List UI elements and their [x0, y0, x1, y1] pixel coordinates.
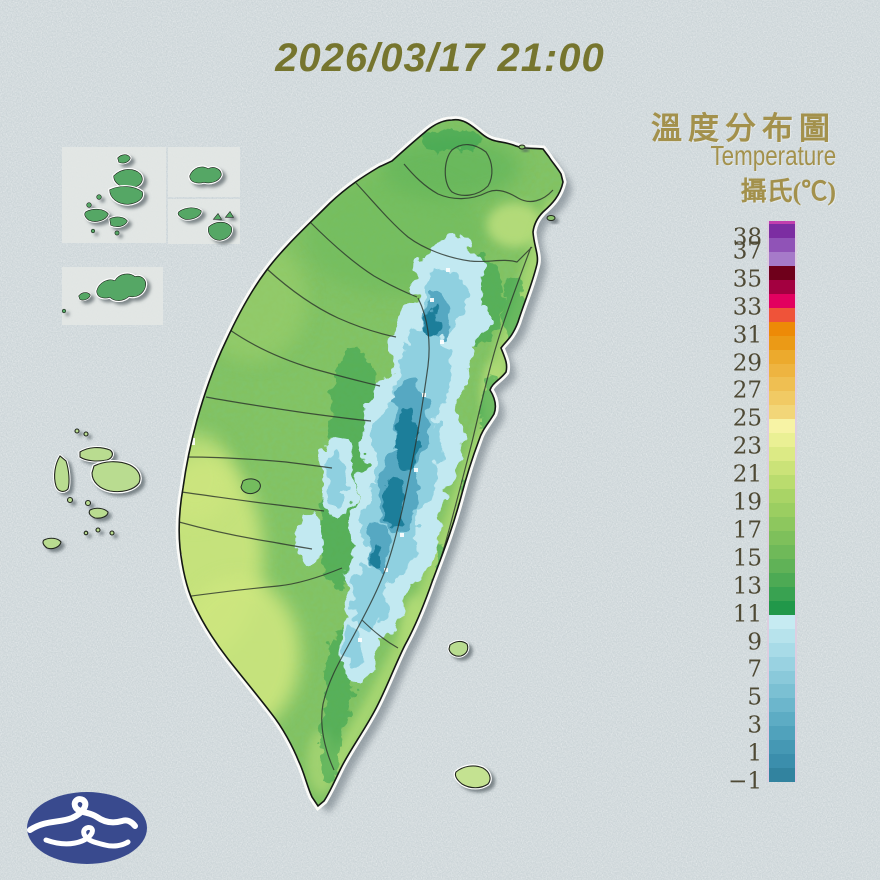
colorbar-tick-label: 27: [732, 377, 762, 404]
colorbar-segment: [769, 684, 795, 699]
cloud-swirl-icon: [27, 796, 138, 849]
colorbar-tick-label: −1: [728, 768, 762, 795]
green-island: [447, 639, 470, 658]
colorbar-segment: [769, 600, 795, 615]
colorbar-tick-label: 29: [732, 349, 762, 376]
colorbar-tick-label: 13: [732, 573, 762, 600]
colorbar-segment: [769, 712, 795, 727]
colorbar-tick-label: 31: [732, 322, 762, 349]
colorbar-tick-label: 9: [747, 628, 762, 655]
colorbar-segment: [769, 530, 795, 545]
colorbar-segment: [769, 614, 795, 629]
central-mountain-range: [298, 234, 490, 680]
colorbar-segment: [769, 461, 795, 476]
colorbar-segment: [769, 321, 795, 336]
colorbar-segment: [769, 279, 795, 294]
colorbar-tick-label: 35: [732, 266, 762, 293]
colorbar-segment: [769, 251, 795, 266]
colorbar-segment: [769, 405, 795, 420]
colorbar-segment: [769, 489, 795, 504]
colorbar-segments: [769, 224, 795, 783]
map-datetime: 2026/03/17 21:00: [275, 36, 605, 80]
colorbar-tick-label: 7: [747, 656, 762, 683]
colorbar-tick-label: 5: [747, 684, 762, 711]
colorbar-segment: [769, 349, 795, 364]
colorbar-tick-label: 1: [747, 740, 762, 767]
mountain-level-4: [367, 306, 442, 570]
colorbar-segment: [769, 517, 795, 531]
cwa-logo: [27, 792, 147, 864]
colorbar-segment: [769, 419, 795, 434]
colorbar-segment: [769, 558, 795, 573]
colorbar-segment: [769, 768, 795, 783]
colorbar-segment: [769, 307, 795, 322]
colorbar-ticks: 38 37 35 33 31 29 27 25 23 21 19 17 15 13 11 9 7 5 3 1 −1: [690, 221, 762, 794]
colorbar-tick-label: 3: [747, 712, 762, 739]
colorbar-tick-label: 19: [732, 489, 762, 516]
colorbar-segment: [769, 377, 795, 392]
temperature-colorbar: [767, 221, 797, 783]
colorbar-tick-label: 37: [732, 238, 762, 265]
colorbar-tick-label: 38: [732, 224, 762, 251]
colorbar-segment: [769, 572, 795, 587]
colorbar-tick-label: 23: [732, 433, 762, 460]
keelung-islet: [518, 144, 526, 150]
colorbar-tick-label: 21: [732, 461, 762, 488]
colorbar-segment: [769, 726, 795, 741]
colorbar-segment: [769, 391, 795, 406]
sun-moon-lake: [240, 478, 261, 495]
colorbar-segment: [769, 628, 795, 643]
colorbar-segment: [769, 335, 795, 350]
colorbar-segment: [769, 293, 795, 308]
colorbar-tick-label: 15: [732, 545, 762, 572]
colorbar-segment: [769, 363, 795, 378]
colorbar-tick-label: 11: [732, 601, 762, 628]
matsu-islands: [61, 153, 235, 314]
colorbar-segment: [769, 224, 795, 238]
legend-unit-label: 攝氏(℃): [740, 177, 836, 206]
colorbar-tick-label: 33: [732, 294, 762, 321]
colorbar-segment: [769, 433, 795, 448]
penghu-islands: [42, 428, 142, 550]
colorbar-segment: [769, 698, 795, 713]
legend-title-en: Temperature: [710, 140, 836, 171]
colorbar-segment: [769, 754, 795, 769]
guishan-islet: [546, 215, 556, 221]
colorbar-segment: [769, 475, 795, 490]
colorbar-segment: [769, 656, 795, 671]
orchid-island: [453, 764, 492, 790]
legend-title-zh: 溫度分布圖: [651, 111, 836, 146]
colorbar-segment: [769, 447, 795, 462]
colorbar-segment: [769, 670, 795, 685]
colorbar-segment: [769, 586, 795, 601]
colorbar-segment: [769, 544, 795, 559]
colorbar-segment: [769, 642, 795, 657]
colorbar-top-strip: [769, 221, 795, 224]
colorbar-segment: [769, 237, 795, 252]
colorbar-segment: [769, 503, 795, 518]
colorbar-tick-label: 25: [732, 405, 762, 432]
colorbar-segment: [769, 265, 795, 280]
colorbar-tick-label: 17: [732, 517, 762, 544]
colorbar-segment: [769, 740, 795, 755]
